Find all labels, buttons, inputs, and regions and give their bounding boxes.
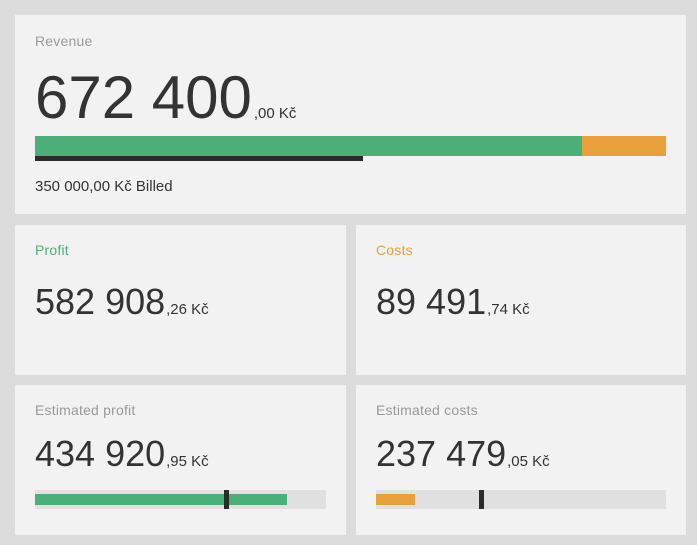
revenue-bar [35, 136, 666, 156]
estimated-profit-amount-integer: 434 920 [35, 433, 166, 474]
costs-amount-decimal: ,74 Kč [487, 301, 530, 318]
estimated-profit-label: Estimated profit [35, 402, 136, 418]
estimated-profit-bar-fill [35, 494, 288, 505]
estimated-profit-amount-decimal: ,95 Kč [166, 453, 209, 470]
estimated-profit-amount: 434 920,95 Kč [35, 433, 209, 475]
profit-amount: 582 908,26 Kč [35, 281, 209, 323]
costs-label: Costs [376, 242, 413, 258]
profit-card: Profit 582 908,26 Kč [15, 225, 346, 375]
profit-amount-integer: 582 908 [35, 281, 166, 322]
profit-label: Profit [35, 242, 69, 258]
estimated-profit-card: Estimated profit 434 920,95 Kč [15, 385, 346, 535]
estimated-costs-bar [376, 490, 666, 509]
costs-amount-integer: 89 491 [376, 281, 487, 322]
estimated-costs-bar-marker [478, 490, 484, 509]
revenue-amount: 672 400,00 Kč [35, 63, 296, 132]
estimated-costs-amount: 237 479,05 Kč [376, 433, 550, 475]
revenue-billed-indicator [35, 156, 364, 161]
estimated-costs-amount-integer: 237 479 [376, 433, 507, 474]
revenue-billed-text: 350 000,00 Kč Billed [35, 178, 173, 195]
revenue-bar-profit-segment [35, 136, 583, 156]
revenue-amount-decimal: ,00 Kč [253, 105, 297, 122]
revenue-amount-integer: 672 400 [35, 64, 252, 131]
costs-amount: 89 491,74 Kč [376, 281, 530, 323]
estimated-costs-label: Estimated costs [376, 402, 478, 418]
estimated-costs-amount-decimal: ,05 Kč [507, 453, 550, 470]
estimated-profit-bar [35, 490, 326, 509]
estimated-costs-bar-fill [376, 494, 415, 505]
revenue-card: Revenue 672 400,00 Kč 350 000,00 Kč Bill… [15, 15, 686, 214]
profit-amount-decimal: ,26 Kč [166, 301, 209, 318]
estimated-profit-bar-marker [223, 490, 229, 509]
costs-card: Costs 89 491,74 Kč [356, 225, 686, 375]
estimated-costs-card: Estimated costs 237 479,05 Kč [356, 385, 686, 535]
revenue-label: Revenue [35, 33, 93, 49]
